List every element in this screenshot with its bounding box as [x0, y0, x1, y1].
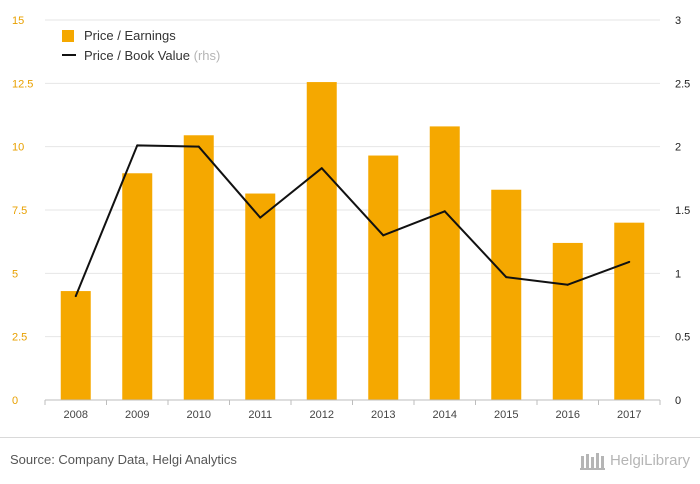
legend-label-pbv-name: Price / Book Value — [84, 48, 190, 63]
right-axis-ticks: 0 0.5 1 1.5 2 2.5 3 — [675, 15, 690, 407]
right-tick-label: 0 — [675, 395, 681, 407]
legend-label-pe: Price / Earnings — [84, 28, 176, 43]
x-tick-label: 2014 — [433, 409, 457, 421]
line-point — [382, 234, 385, 237]
line-point — [505, 276, 508, 279]
line-point — [443, 210, 446, 213]
line-point — [136, 144, 139, 147]
bar — [368, 155, 399, 400]
line-point — [197, 145, 200, 148]
right-tick-label: 0.5 — [675, 332, 690, 344]
x-tick-label: 2015 — [494, 409, 518, 421]
x-tick-label: 2008 — [64, 409, 88, 421]
left-tick-label: 5 — [12, 268, 18, 280]
bar — [183, 135, 214, 400]
footer: Source: Company Data, Helgi Analytics He… — [0, 437, 700, 484]
logo-text: HelgiLibrary — [609, 451, 690, 469]
left-tick-label: 7.5 — [12, 205, 27, 217]
right-tick-label: 3 — [675, 15, 681, 27]
legend: Price / Earnings Price / Book Value (rhs… — [62, 28, 220, 63]
line-point — [320, 167, 323, 170]
x-tick-label: 2010 — [187, 409, 211, 421]
x-tick-label: 2013 — [371, 409, 395, 421]
bar — [245, 193, 276, 400]
left-tick-label: 0 — [12, 395, 18, 407]
line-point — [628, 260, 631, 263]
right-tick-label: 1.5 — [675, 205, 690, 217]
bar — [429, 126, 460, 401]
bar — [122, 173, 153, 400]
left-axis-ticks: 0 2.5 5 7.5 10 12.5 15 — [12, 15, 33, 407]
right-tick-label: 1 — [675, 268, 681, 280]
bar — [60, 291, 91, 400]
right-tick-label: 2 — [675, 142, 681, 154]
bar — [306, 82, 337, 401]
x-tick-label: 2012 — [310, 409, 334, 421]
bar — [552, 242, 583, 400]
bar — [614, 222, 645, 400]
legend-swatch-pe — [62, 30, 74, 42]
x-tick-label: 2009 — [125, 409, 149, 421]
pbv-series-line — [74, 144, 630, 297]
left-tick-label: 2.5 — [12, 332, 27, 344]
bar — [491, 189, 522, 400]
line-point — [566, 283, 569, 286]
left-tick-label: 15 — [12, 15, 24, 27]
legend-label-pbv: Price / Book Value (rhs) — [84, 48, 220, 63]
library-icon — [579, 453, 605, 470]
left-tick-label: 12.5 — [12, 78, 33, 90]
line-point — [259, 216, 262, 219]
helgi-logo: HelgiLibrary — [579, 448, 690, 472]
left-tick-label: 10 — [12, 142, 24, 154]
x-tick-label: 2017 — [617, 409, 641, 421]
pe-bars — [60, 82, 645, 401]
line-point — [74, 295, 77, 298]
source-text: Source: Company Data, Helgi Analytics — [10, 452, 237, 467]
legend-rhs-suffix: (rhs) — [194, 48, 221, 63]
x-tick-label: 2016 — [556, 409, 580, 421]
pbv-line — [74, 144, 631, 298]
x-tick-label: 2011 — [248, 409, 272, 421]
right-tick-label: 2.5 — [675, 78, 690, 90]
x-axis: 2008 2009 2010 2011 2012 2013 2014 2015 2016 2017 — [44, 399, 661, 421]
